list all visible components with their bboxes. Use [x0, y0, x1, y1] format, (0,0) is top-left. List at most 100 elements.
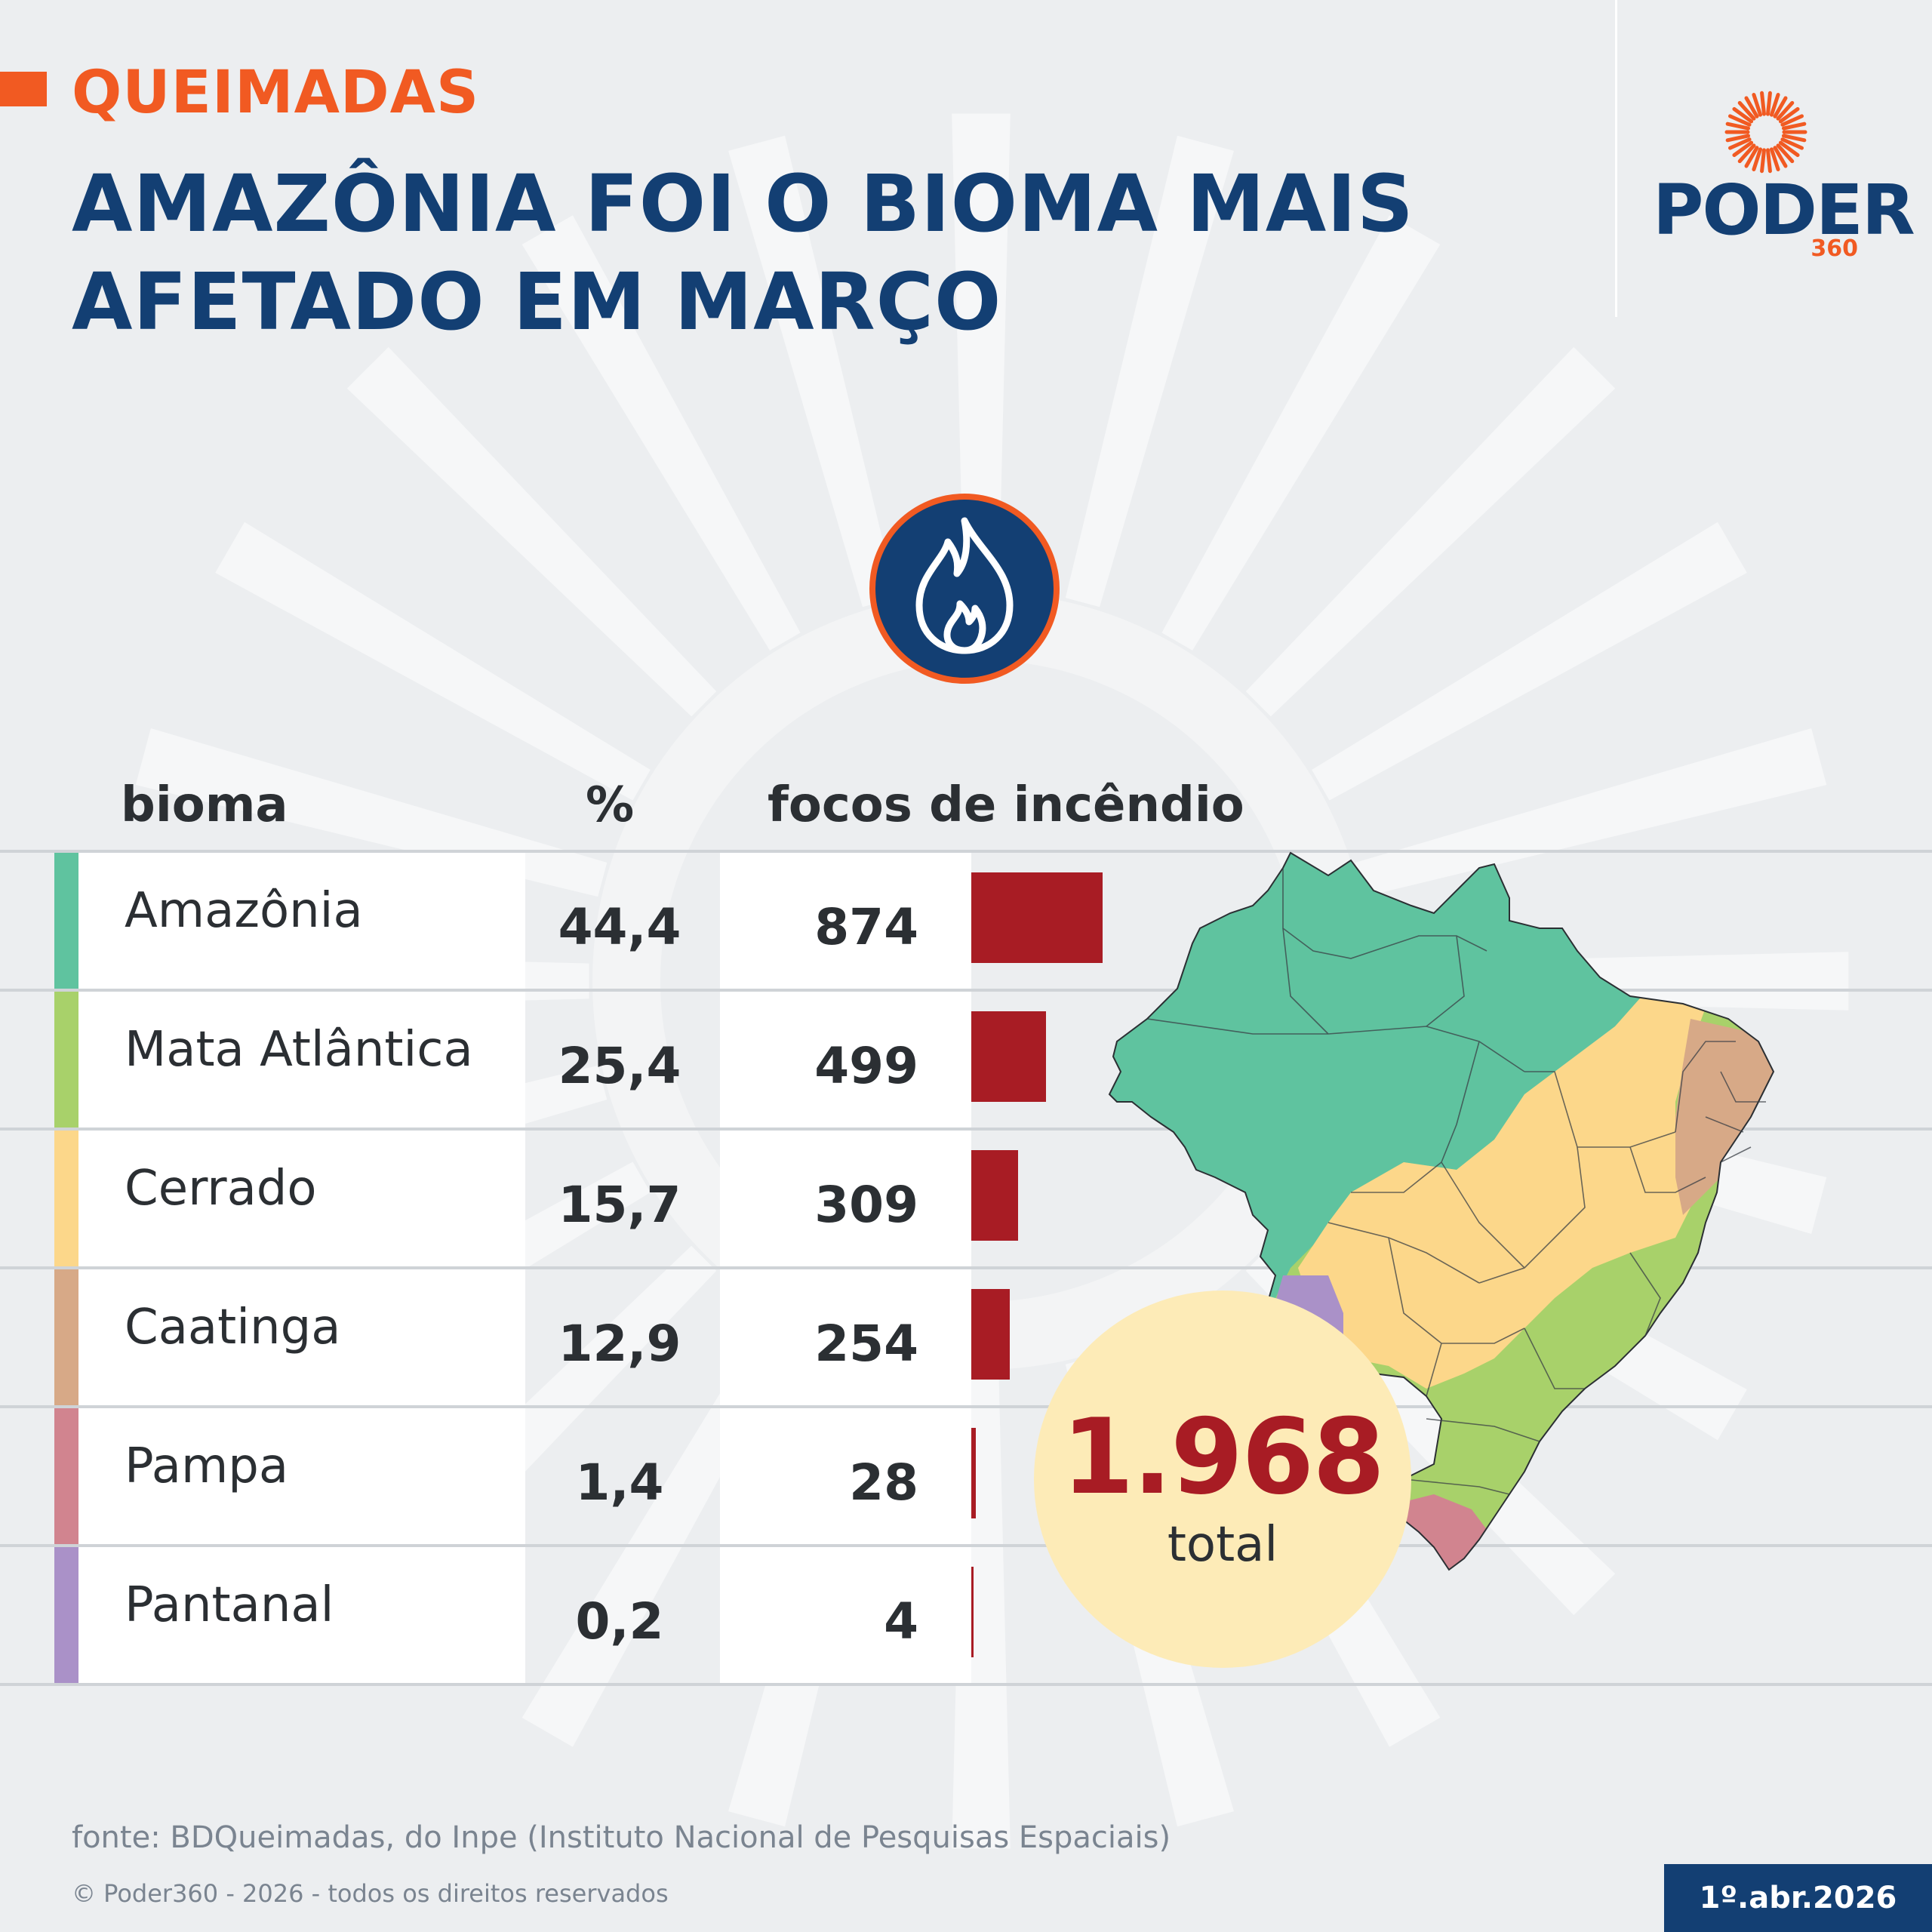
kicker-marker [0, 72, 47, 106]
logo-ray [1778, 106, 1800, 124]
logo-ray [1725, 134, 1751, 143]
logo-ray [1727, 137, 1752, 150]
flame-icon [915, 517, 1014, 654]
bioma-swatch [54, 1131, 78, 1266]
table-row: Amazônia 44,4 874 [0, 853, 1932, 989]
logo-ray [1773, 96, 1788, 118]
bioma-cell: Caatinga [54, 1269, 525, 1405]
logo-ray [1780, 137, 1804, 150]
background-ray [1355, 728, 1827, 897]
bioma-name: Cerrado [125, 1161, 317, 1217]
bioma-swatch [54, 1547, 78, 1683]
table-row: Pampa 1,4 28 [0, 1408, 1932, 1544]
bioma-cell: Mata Atlântica [54, 992, 525, 1128]
logo-ray [1760, 148, 1766, 174]
value-label: 499 [814, 1037, 918, 1095]
background-ray [728, 135, 897, 608]
logo-ray [1769, 93, 1780, 117]
value-label: 4 [884, 1592, 918, 1651]
column-header-bioma: bioma [121, 777, 288, 833]
logo-number: 360 [1810, 235, 1858, 262]
percent-label: 0,2 [575, 1592, 664, 1651]
logo-ray [1766, 148, 1772, 174]
bar [971, 1567, 974, 1657]
logo-ray [1732, 140, 1754, 158]
bar [971, 1289, 1010, 1380]
background-ray [1245, 346, 1616, 717]
bioma-name: Pantanal [125, 1577, 334, 1633]
bioma-swatch [54, 1408, 78, 1544]
bioma-name: Pampa [125, 1438, 289, 1494]
kicker: QUEIMADAS [72, 59, 480, 127]
value-label: 28 [849, 1454, 918, 1512]
percent-label: 1,4 [575, 1454, 664, 1512]
bioma-name: Caatinga [125, 1300, 341, 1355]
bar [971, 872, 1103, 963]
logo-ray [1781, 122, 1807, 131]
focos-cell: 4 [720, 1547, 971, 1683]
background-ray [1161, 215, 1441, 651]
bioma-cell: Cerrado [54, 1131, 525, 1266]
row-divider [0, 1544, 1932, 1547]
percent-label: 15,7 [558, 1176, 681, 1234]
logo-ray [1781, 134, 1807, 143]
row-divider [0, 1128, 1932, 1131]
logo-word: PODER [1653, 170, 1915, 251]
page-title: AMAZÔNIA FOI O BIOMA MAIS AFETADO EM MAR… [72, 158, 1414, 348]
bioma-swatch [54, 1269, 78, 1405]
background-ray [346, 346, 717, 717]
table-row: Caatinga 12,9 254 [0, 1269, 1932, 1405]
header-divider [1615, 0, 1617, 317]
logo-ray [1752, 93, 1763, 117]
table-row: Mata Atlântica 25,4 499 [0, 992, 1932, 1128]
bioma-cell: Pampa [54, 1408, 525, 1544]
percent-label: 12,9 [558, 1315, 681, 1373]
row-divider [0, 850, 1932, 853]
bioma-name: Mata Atlântica [125, 1022, 473, 1078]
logo-ray [1773, 146, 1788, 168]
logo-ray [1727, 114, 1752, 127]
logo-ray [1780, 114, 1804, 127]
value-label: 254 [814, 1315, 918, 1373]
copyright-note: © Poder360 - 2026 - todos os direitos re… [72, 1879, 669, 1908]
percent-label: 25,4 [558, 1037, 681, 1095]
background-ray [215, 521, 651, 801]
focos-cell: 28 [720, 1408, 971, 1544]
bar [971, 1011, 1047, 1102]
total-label: total [1167, 1517, 1278, 1573]
background-ray [521, 215, 801, 651]
logo-ray [1737, 143, 1756, 164]
row-divider [0, 1405, 1932, 1408]
logo-ray [1744, 146, 1759, 168]
column-header-percent: % [586, 777, 635, 833]
bar [971, 1150, 1018, 1241]
sun-burst-icon [1724, 91, 1807, 174]
bioma-swatch [54, 853, 78, 989]
row-divider [0, 1683, 1932, 1686]
total-circle: 1.968 total [1034, 1291, 1411, 1668]
logo-ray [1776, 143, 1795, 164]
logo-ray [1725, 122, 1751, 131]
bioma-cell: Amazônia [54, 853, 525, 989]
background-ray [1312, 521, 1747, 801]
source-note: fonte: BDQueimadas, do Inpe (Instituto N… [72, 1820, 1171, 1855]
focos-cell: 309 [720, 1131, 971, 1266]
poder360-logo: PODER 360 [1653, 91, 1915, 272]
bar [971, 1428, 976, 1518]
flame-badge [869, 494, 1060, 684]
table-row: Pantanal 0,2 4 [0, 1547, 1932, 1683]
total-value: 1.968 [1061, 1396, 1386, 1518]
logo-ray [1769, 147, 1780, 171]
column-header-focos: focos de incêndio [768, 777, 1244, 833]
bioma-cell: Pantanal [54, 1547, 525, 1683]
percent-label: 44,4 [558, 898, 681, 956]
row-divider [0, 1266, 1932, 1269]
focos-cell: 499 [720, 992, 971, 1128]
logo-ray [1766, 91, 1772, 116]
logo-ray [1778, 140, 1800, 158]
date-badge: 1º.abr.2026 [1664, 1864, 1932, 1932]
bioma-name: Amazônia [125, 883, 363, 939]
logo-ray [1760, 91, 1766, 116]
logo-ray [1732, 106, 1754, 124]
table-row: Cerrado 15,7 309 [0, 1131, 1932, 1266]
